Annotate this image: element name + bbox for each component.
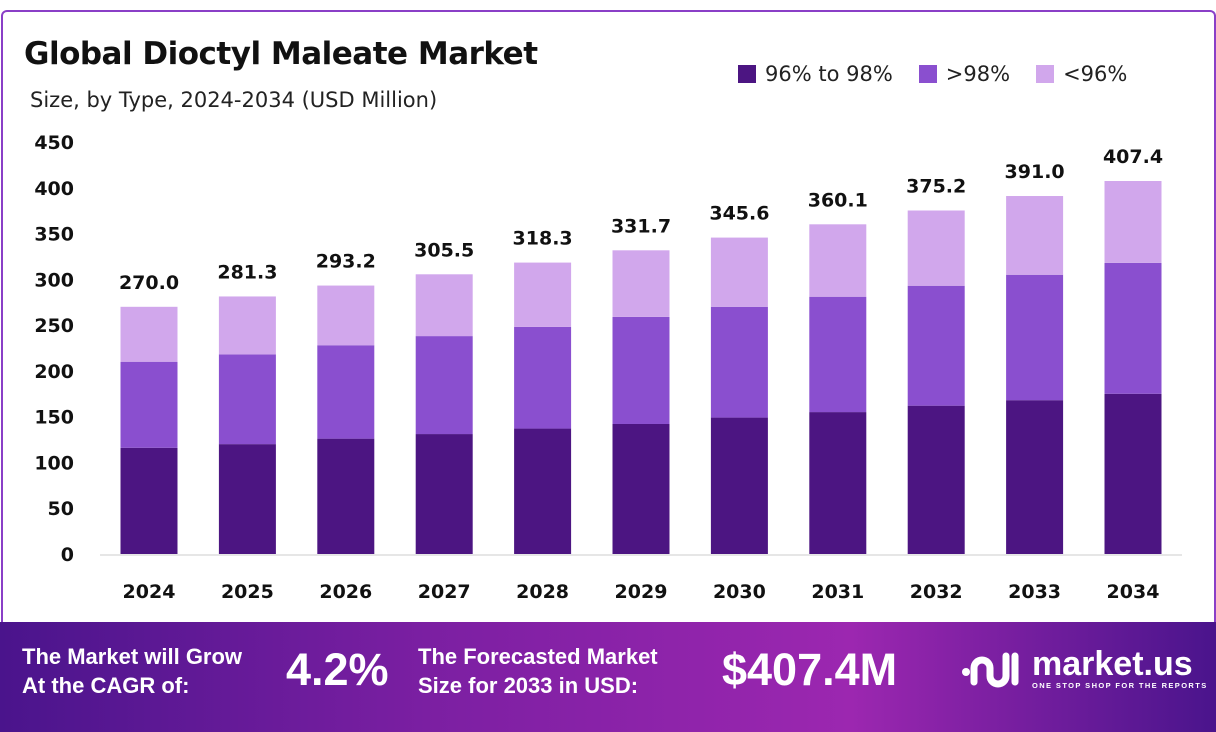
x-tick-label: 2034	[1107, 581, 1160, 603]
bar-segment	[1006, 274, 1064, 401]
y-tick-label: 50	[48, 498, 74, 520]
bar-chart: 0 50 100 150 200 250 300 350 400 450 270.0 2024 281.…	[34, 132, 1182, 603]
bar-segment	[120, 361, 178, 448]
data-label: 391.0	[1005, 161, 1065, 183]
data-label: 331.7	[611, 215, 671, 237]
y-tick-label: 150	[34, 407, 74, 429]
y-tick-label: 450	[34, 132, 74, 154]
legend-swatch	[918, 65, 937, 83]
bar-segment	[907, 285, 965, 406]
bar-segment	[809, 296, 867, 413]
bar-segment	[907, 405, 965, 554]
chart-frame	[1, 10, 1216, 652]
forecast-label-line: Size for 2033 in USD:	[418, 673, 639, 698]
legend-swatch	[738, 65, 756, 83]
x-tick-label: 2029	[615, 581, 668, 603]
data-label: 345.6	[709, 203, 769, 225]
bar-segment	[218, 296, 276, 355]
x-tick-label: 2032	[910, 581, 963, 603]
bar-segment	[907, 210, 965, 286]
legend-label: <96%	[1063, 62, 1128, 86]
y-tick-label: 200	[34, 361, 74, 383]
legend-swatch	[1036, 65, 1055, 83]
bar-segment	[1104, 393, 1162, 554]
bar-segment	[120, 447, 178, 554]
legend-label: 96% to 98%	[765, 62, 893, 86]
y-tick-label: 400	[34, 178, 74, 200]
y-tick-label: 0	[61, 544, 74, 566]
bar-segment	[514, 262, 572, 327]
bar-segment	[1104, 181, 1162, 263]
data-label: 281.3	[217, 261, 277, 283]
forecast-label: The Forecasted Market Size for 2033 in US…	[418, 642, 658, 700]
x-tick-label: 2027	[418, 581, 471, 603]
data-label: 270.0	[119, 272, 179, 294]
forecast-value: $407.4M	[722, 644, 898, 695]
x-tick-label: 2026	[319, 581, 372, 603]
bar-segment	[1104, 262, 1162, 394]
bar-segment	[612, 250, 670, 317]
data-label: 318.3	[513, 228, 573, 250]
legend-label: >98%	[945, 62, 1011, 86]
data-label: 375.2	[906, 175, 966, 197]
cagr-value: 4.2%	[286, 644, 389, 695]
bar-segment	[710, 237, 768, 307]
cagr-label-line: At the CAGR of:	[22, 673, 190, 698]
bar-segment	[218, 354, 276, 445]
bar-segment	[415, 336, 473, 435]
bar-segment	[317, 438, 375, 554]
logo-icon	[962, 652, 1019, 688]
bar-segment	[710, 417, 768, 554]
legend-item: <96%	[1036, 62, 1127, 86]
bar-segment	[218, 444, 276, 554]
data-label: 407.4	[1103, 146, 1163, 168]
x-tick-label: 2031	[811, 581, 864, 603]
bar-segment	[612, 316, 670, 424]
x-tick-label: 2030	[713, 581, 766, 603]
bar-segment	[317, 285, 375, 346]
cagr-label: The Market will Grow At the CAGR of:	[22, 642, 242, 700]
y-tick-label: 300	[34, 269, 74, 291]
x-tick-label: 2028	[516, 581, 569, 603]
chart-title: Global Dioctyl Maleate Market	[24, 36, 538, 72]
bar-segment	[710, 306, 768, 418]
data-label: 360.1	[808, 189, 868, 211]
bar-segment	[415, 274, 473, 337]
bar-segment	[514, 326, 572, 429]
legend-item: >98%	[918, 62, 1011, 86]
brand-name: market.us	[1032, 644, 1193, 683]
x-tick-label: 2024	[123, 581, 176, 603]
bar-segment	[1006, 400, 1064, 554]
bar-segment	[120, 306, 178, 362]
footer-banner: The Market will Grow At the CAGR of: 4.2%…	[0, 622, 1216, 732]
y-tick-label: 250	[34, 315, 74, 337]
bar-segment	[809, 412, 867, 554]
market-us-logo: market.us ONE STOP SHOP FOR THE REPORTS	[960, 646, 1208, 690]
legend: 96% to 98% >98% <96%	[738, 62, 1127, 86]
y-tick-label: 350	[34, 224, 74, 246]
legend-item: 96% to 98%	[738, 62, 893, 86]
chart-subtitle: Size, by Type, 2024-2034 (USD Million)	[30, 88, 438, 112]
bar-segment	[415, 434, 473, 554]
forecast-label-line: The Forecasted Market	[418, 644, 658, 669]
bar-segment	[809, 224, 867, 297]
y-tick-label: 100	[34, 452, 74, 474]
bar-segment	[514, 428, 572, 554]
bar-segment	[612, 423, 670, 554]
bar-segment	[1006, 196, 1064, 275]
data-label: 305.5	[414, 239, 474, 261]
x-tick-label: 2033	[1008, 581, 1061, 603]
cagr-label-line: The Market will Grow	[22, 644, 243, 669]
bar-segment	[317, 345, 375, 439]
x-tick-label: 2025	[221, 581, 274, 603]
data-label: 293.2	[316, 251, 376, 273]
brand-tagline: ONE STOP SHOP FOR THE REPORTS	[1032, 680, 1208, 690]
